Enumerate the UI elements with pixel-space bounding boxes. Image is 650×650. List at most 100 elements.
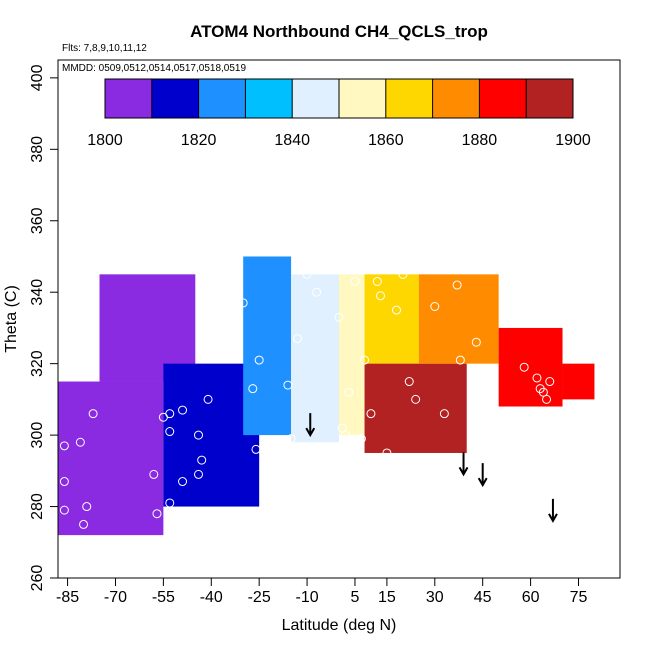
observation-point [360, 355, 370, 365]
observation-point [194, 469, 203, 479]
observation-point [286, 434, 296, 444]
plot-frame [57, 59, 621, 579]
observation-point [545, 377, 555, 387]
observation-point [194, 430, 203, 440]
observation-point [59, 441, 69, 451]
x-tick-label: 30 [426, 589, 444, 606]
observation-point [59, 477, 69, 487]
observation-point [302, 269, 312, 279]
observation-point [312, 287, 322, 297]
arrow-markers [305, 413, 558, 523]
arrow-marker [477, 463, 488, 488]
flights-note: Flts: 7,8,9,10,11,12 [62, 43, 147, 54]
observation-points [59, 269, 580, 529]
y-tick-label: 360 [29, 207, 46, 234]
observation-point [75, 437, 85, 447]
x-tick-label: 45 [474, 589, 492, 606]
field-cell [364, 274, 419, 364]
colorbar-tick-label: 1800 [87, 132, 123, 149]
observation-point [570, 348, 580, 358]
x-tick-label: 60 [522, 589, 540, 606]
observation-point [206, 301, 216, 311]
ch4-field [58, 256, 595, 536]
arrow-marker [548, 498, 558, 523]
observation-point [197, 455, 207, 465]
observation-point [178, 477, 188, 487]
x-tick-label: 75 [570, 589, 588, 606]
observation-point [439, 409, 449, 419]
colorbar-segment [245, 79, 293, 118]
observation-point [391, 305, 401, 315]
field-cell [562, 363, 595, 400]
observation-point [270, 444, 280, 454]
observation-point [471, 337, 481, 347]
observation-point [356, 434, 366, 444]
observation-point [548, 437, 558, 447]
observation-point [366, 409, 376, 419]
observation-point [229, 301, 239, 311]
observation-point [478, 369, 488, 379]
observation-point [251, 444, 261, 454]
observation-point [430, 301, 440, 311]
observation-point [344, 387, 354, 397]
observation-point [545, 409, 555, 419]
colorbar-tick-label: 1900 [555, 132, 591, 149]
observation-point [376, 291, 386, 301]
x-tick-label: -85 [56, 589, 79, 606]
colorbar-segment [432, 79, 480, 118]
colorbar-segment [526, 79, 573, 118]
y-tick-label: 340 [29, 279, 46, 306]
chart-title: ATOM4 Northbound CH4_QCLS_trop [190, 22, 488, 41]
observation-point [404, 377, 414, 387]
field-cell [58, 381, 164, 536]
y-tick-label: 320 [29, 350, 46, 377]
y-axis-label: Theta (C) [3, 285, 20, 353]
observation-point [79, 519, 89, 529]
observation-point [542, 394, 552, 404]
arrow-marker [305, 413, 316, 438]
colorbar-segment [151, 79, 199, 118]
colorbar-tick-label: 1840 [274, 132, 310, 149]
y-tick-label: 400 [29, 64, 46, 91]
field-cell [418, 274, 499, 364]
colorbar-tick-label: 1820 [181, 132, 217, 149]
observation-point [82, 502, 92, 512]
field-cell [498, 327, 563, 407]
field-cell [364, 363, 467, 453]
observation-point [398, 269, 408, 279]
y-tick-label: 260 [29, 565, 46, 592]
y-tick-label: 280 [29, 493, 46, 520]
arrow-marker [458, 452, 469, 477]
observation-point [178, 405, 188, 415]
observation-point [411, 394, 421, 404]
colorbar-segment [198, 79, 246, 118]
colorbar-tick-label: 1880 [462, 132, 498, 149]
observation-point [165, 427, 175, 437]
colorbar-segment [292, 79, 339, 118]
observation-point [152, 509, 162, 519]
observation-point [88, 409, 98, 419]
observation-point [350, 276, 360, 286]
observation-point [149, 469, 159, 479]
field-cell [339, 274, 365, 436]
dates-note: MMDD: 0509,0512,0514,0517,0518,0519 [62, 63, 246, 74]
colorbar-segment [479, 79, 527, 118]
observation-point [165, 512, 175, 522]
y-tick-label: 380 [29, 136, 46, 163]
x-axis: -85 -70 -55 -40 -25 -10 5 15 30 45 60 75 [56, 578, 587, 606]
observation-point [59, 505, 69, 515]
colorbar-segment [339, 79, 386, 118]
observation-point [455, 355, 465, 365]
colorbar-segment [105, 79, 152, 118]
colorbar-segment [385, 79, 433, 118]
x-axis-label: Latitude (deg N) [282, 617, 397, 634]
observation-point [165, 498, 175, 508]
x-tick-label: -25 [248, 589, 271, 606]
x-tick-label: -10 [296, 589, 319, 606]
observation-point [452, 280, 462, 290]
x-tick-label: -70 [104, 589, 127, 606]
colorbar-tick-label: 1860 [368, 132, 404, 149]
y-tick-label: 300 [29, 422, 46, 449]
